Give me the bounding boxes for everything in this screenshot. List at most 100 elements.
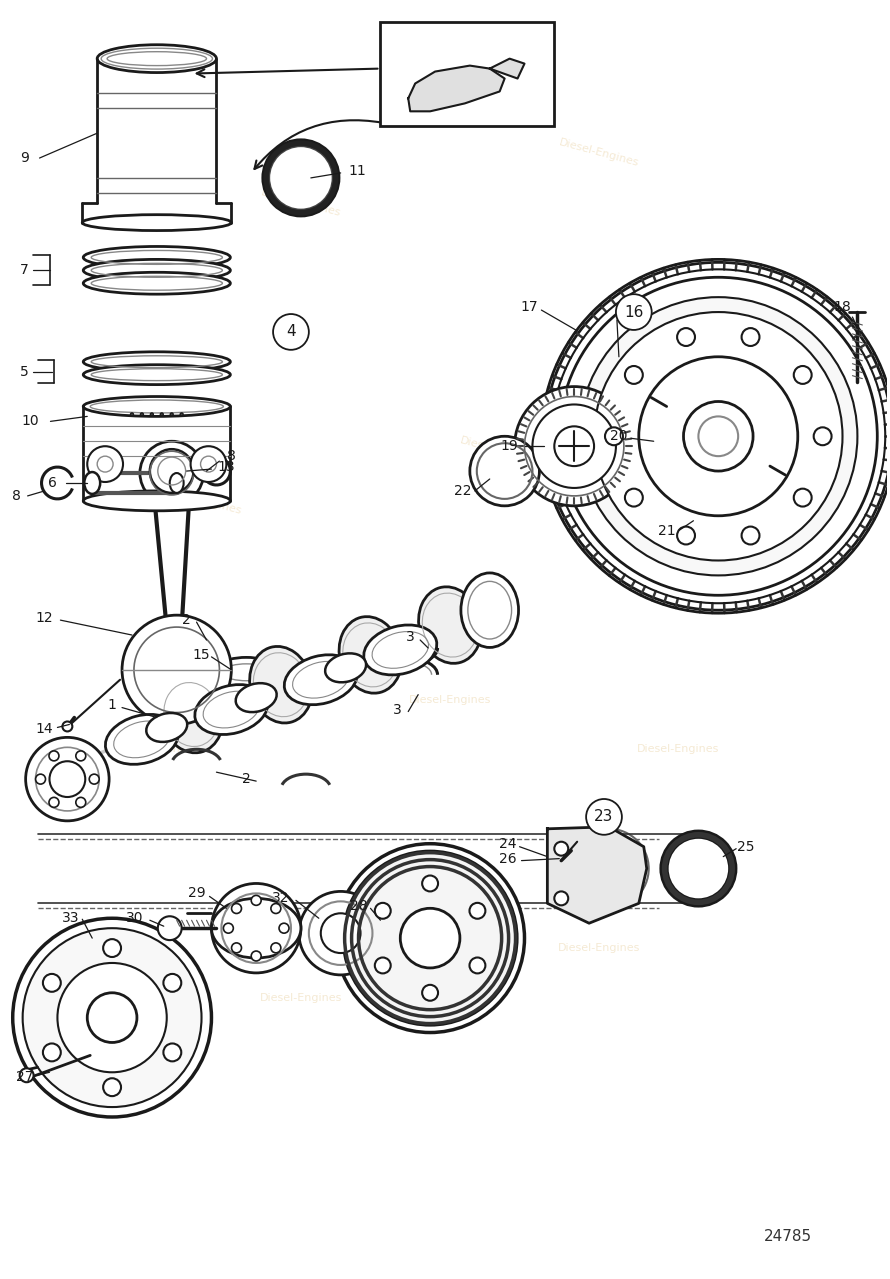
Ellipse shape [160,677,223,753]
Ellipse shape [146,712,187,742]
Text: 24785: 24785 [764,1229,812,1243]
Circle shape [299,891,383,975]
Circle shape [794,489,812,506]
Ellipse shape [84,365,231,385]
Circle shape [677,527,695,545]
Text: 25: 25 [737,840,755,853]
Circle shape [794,366,812,384]
Circle shape [231,903,241,913]
Circle shape [677,329,695,347]
Ellipse shape [284,655,357,705]
Circle shape [514,386,634,505]
Text: 15: 15 [193,648,210,663]
Text: 16: 16 [624,304,643,320]
Ellipse shape [97,45,216,73]
Circle shape [554,891,568,906]
Circle shape [76,797,85,807]
Text: 17: 17 [521,301,538,315]
Ellipse shape [195,684,268,734]
Circle shape [12,918,212,1117]
Text: 20: 20 [611,430,627,444]
Circle shape [36,774,45,784]
Circle shape [212,884,301,973]
Ellipse shape [461,573,519,647]
Circle shape [103,1078,121,1096]
Text: 3: 3 [406,631,415,645]
Circle shape [231,943,241,953]
Circle shape [532,404,616,489]
Circle shape [49,797,59,807]
Ellipse shape [84,260,231,281]
Circle shape [271,903,281,913]
Circle shape [320,913,360,953]
Circle shape [160,413,163,416]
Circle shape [375,958,391,973]
Circle shape [43,973,61,991]
Polygon shape [547,826,647,923]
Text: Diesel-Engines: Diesel-Engines [458,436,541,467]
Circle shape [22,929,201,1108]
Circle shape [131,413,134,416]
Circle shape [58,963,166,1072]
Text: Diesel-Engines: Diesel-Engines [658,386,740,417]
Text: 10: 10 [21,414,39,428]
Text: 14: 14 [36,723,53,737]
Circle shape [20,1068,34,1082]
Ellipse shape [82,215,231,230]
Circle shape [741,329,759,347]
Ellipse shape [170,473,183,492]
Circle shape [164,1044,182,1062]
Circle shape [273,315,309,350]
Ellipse shape [212,898,301,958]
Polygon shape [490,59,524,78]
Text: 8: 8 [227,449,236,463]
Circle shape [336,844,524,1032]
Circle shape [150,449,194,492]
Circle shape [579,297,857,576]
Ellipse shape [364,625,437,675]
Ellipse shape [339,616,402,693]
Circle shape [554,842,568,856]
Ellipse shape [418,587,481,664]
Circle shape [625,366,643,384]
Text: 24: 24 [499,836,516,851]
Ellipse shape [84,247,231,269]
Text: 31: 31 [401,32,419,46]
Text: Diesel-Engines: Diesel-Engines [260,993,342,1003]
Circle shape [43,1044,61,1062]
Text: Diesel-Engines: Diesel-Engines [110,744,193,755]
Bar [380,22,554,127]
Circle shape [26,738,109,821]
Text: 4: 4 [287,325,295,339]
Circle shape [62,721,72,732]
Circle shape [422,876,438,891]
Circle shape [164,973,182,991]
Text: 32: 32 [272,891,290,906]
Text: 8: 8 [12,489,21,503]
Circle shape [813,427,831,445]
Ellipse shape [249,646,312,723]
Circle shape [741,527,759,545]
Circle shape [180,413,183,416]
Ellipse shape [84,272,231,294]
Text: Diesel-Engines: Diesel-Engines [637,744,720,755]
Text: 9: 9 [20,151,29,165]
Circle shape [559,278,878,595]
Circle shape [269,146,333,210]
Circle shape [470,903,485,918]
Circle shape [639,357,797,515]
Text: 12: 12 [36,611,53,625]
Text: 23: 23 [595,810,614,825]
Circle shape [150,413,153,416]
Text: Diesel-Engines: Diesel-Engines [409,694,491,705]
Circle shape [271,943,281,953]
Text: 3: 3 [392,702,401,716]
Text: 30: 30 [126,911,143,925]
Circle shape [103,939,121,957]
Text: 27: 27 [16,1071,34,1085]
Ellipse shape [325,654,366,682]
Circle shape [605,427,623,445]
Circle shape [158,916,182,940]
Text: 2: 2 [182,613,191,627]
Ellipse shape [101,49,213,69]
